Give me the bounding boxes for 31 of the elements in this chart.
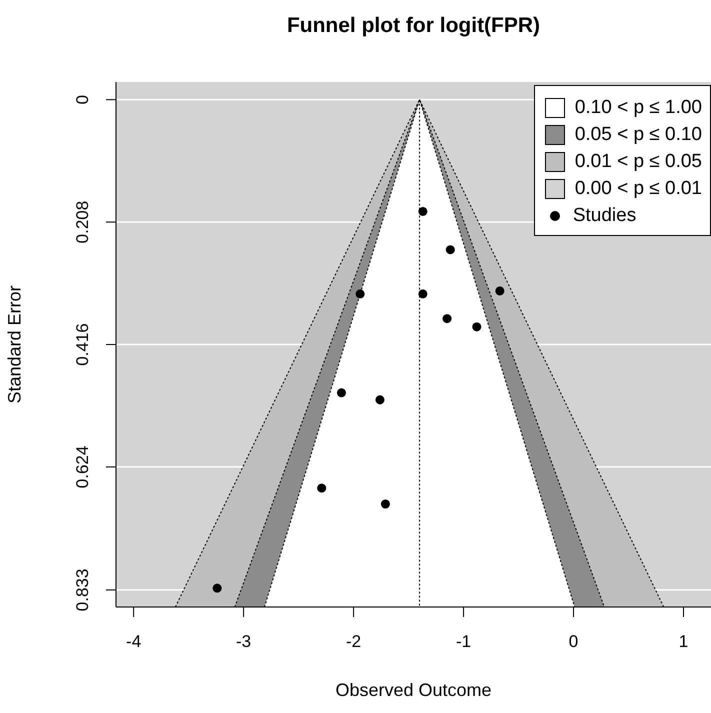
y-tick-label: 0 <box>73 94 92 104</box>
x-tick-label: -2 <box>346 632 362 651</box>
point <box>418 289 428 298</box>
x-tick-label: 1 <box>678 632 688 651</box>
legend-label: Studies <box>572 204 636 226</box>
point <box>418 206 428 216</box>
legend-label: 0.01 < p ≤ 0.05 <box>574 150 702 172</box>
x-tick-label: -4 <box>126 632 142 651</box>
legend-label: 0.00 < p ≤ 0.01 <box>574 178 702 200</box>
point <box>317 484 326 493</box>
point <box>336 388 346 398</box>
point <box>375 395 384 404</box>
chart-title: Funnel plot for logit(FPR) <box>286 14 542 38</box>
point <box>495 286 504 296</box>
legend-label: 0.10 < p ≤ 1.00 <box>574 96 702 118</box>
y-tick-label: 0.833 <box>73 568 92 612</box>
y-tick-label: 0.624 <box>73 446 92 488</box>
x-axis-title: Observed Outcome <box>334 680 493 701</box>
y-tick-label: 0.208 <box>73 200 92 244</box>
x-tick-label: -1 <box>456 632 472 651</box>
x-tick-label: 0 <box>568 632 578 651</box>
point <box>356 289 365 298</box>
point <box>472 322 482 332</box>
point <box>442 314 452 324</box>
point <box>212 584 222 593</box>
y-tick-label: 0.416 <box>73 323 92 366</box>
point <box>380 499 390 509</box>
legend-label: 0.05 < p ≤ 0.10 <box>574 124 702 146</box>
x-tick-label: -3 <box>236 632 252 651</box>
y-axis-title: Standard Error <box>4 285 26 404</box>
point <box>446 245 455 254</box>
